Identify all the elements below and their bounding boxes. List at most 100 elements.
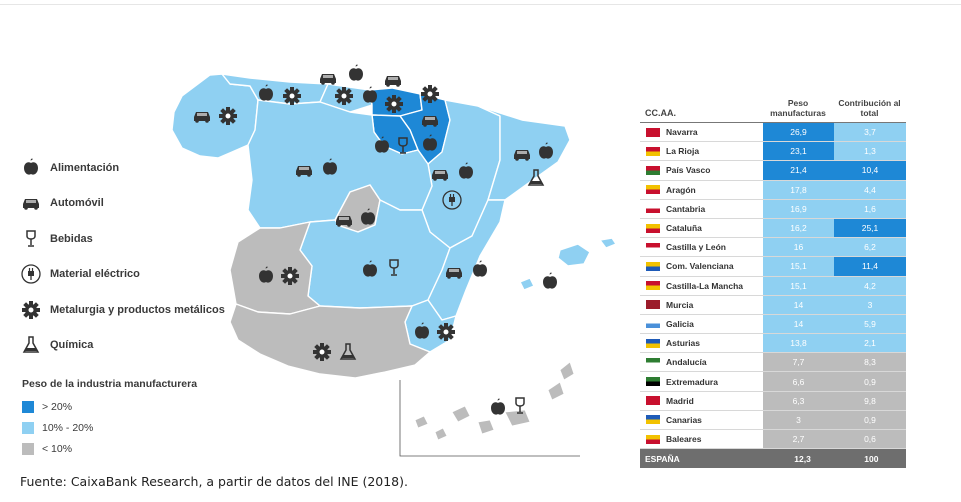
region-flag-icon bbox=[646, 223, 660, 233]
total-name: ESPAÑA bbox=[645, 453, 680, 464]
region-galicia bbox=[171, 73, 259, 159]
region-cell: Aragón bbox=[640, 185, 758, 195]
peso-value: 13,8 bbox=[763, 334, 834, 353]
peso-value: 2,7 bbox=[763, 430, 834, 449]
regions-table: CC.AA. Peso manufacturas Contribución al… bbox=[640, 91, 906, 469]
region-baleares-menorca bbox=[599, 237, 617, 249]
region-name: Madrid bbox=[666, 395, 694, 406]
region-cell: Madrid bbox=[640, 396, 758, 406]
region-flag-icon bbox=[646, 165, 660, 175]
region-name: Asturias bbox=[666, 338, 701, 349]
region-flag-icon bbox=[646, 377, 660, 387]
flask-icon bbox=[20, 334, 42, 356]
spain-map bbox=[171, 64, 617, 457]
scale-label: > 20% bbox=[42, 400, 73, 413]
region-cell: Com. Valenciana bbox=[640, 261, 758, 271]
apple-icon bbox=[20, 157, 42, 179]
contrib-value: 0,9 bbox=[834, 410, 906, 429]
legend-label: Alimentación bbox=[50, 161, 120, 174]
region-cell: Galicia bbox=[640, 319, 758, 329]
scale-title: Peso de la industria manufacturera bbox=[22, 378, 198, 390]
contrib-value: 5,9 bbox=[834, 314, 906, 334]
gear-icon bbox=[20, 299, 42, 321]
plug-icon bbox=[20, 263, 42, 285]
contrib-value: 10,4 bbox=[834, 161, 906, 180]
contrib-value: 4,2 bbox=[834, 276, 906, 295]
region-flag-icon bbox=[646, 300, 660, 310]
peso-value: 26,9 bbox=[763, 123, 834, 142]
table-row: Com. Valenciana 15,1 11,4 bbox=[640, 257, 906, 277]
legend-label: Metalurgia y productos metálicos bbox=[50, 303, 225, 316]
contrib-value: 8,3 bbox=[834, 353, 906, 372]
peso-value: 23,1 bbox=[763, 142, 834, 161]
region-cell: País Vasco bbox=[640, 165, 758, 175]
contrib-value: 3 bbox=[834, 295, 906, 314]
region-com-valenciana bbox=[427, 199, 506, 321]
table-row: Navarra 26,9 3,7 bbox=[640, 123, 906, 143]
contrib-value: 1,3 bbox=[834, 142, 906, 161]
total-contrib: 100 bbox=[864, 453, 879, 464]
region-flag-icon bbox=[646, 338, 660, 348]
contrib-value: 9,8 bbox=[834, 391, 906, 410]
region-cell: Castilla y León bbox=[640, 242, 758, 252]
contrib-value: 0,6 bbox=[834, 430, 906, 449]
region-cell: Canarias bbox=[640, 415, 758, 425]
table-row: Galicia 14 5,9 bbox=[640, 314, 906, 335]
region-baleares-ibiza bbox=[519, 277, 535, 291]
region-name: Andalucía bbox=[666, 357, 707, 368]
region-name: Com. Valenciana bbox=[666, 261, 734, 272]
table-row: Baleares 2,7 0,6 bbox=[640, 430, 906, 450]
scale-row-low: < 10% bbox=[22, 438, 197, 459]
peso-value: 21,4 bbox=[763, 161, 834, 180]
region-name: Cantabria bbox=[666, 203, 706, 214]
region-cell: Extremadura bbox=[640, 377, 758, 387]
region-cell: La Rioja bbox=[640, 146, 758, 156]
region-cell: Baleares bbox=[640, 434, 758, 444]
table-row: La Rioja 23,1 1,3 bbox=[640, 142, 906, 162]
region-name: Baleares bbox=[666, 434, 702, 445]
scale-label: < 10% bbox=[42, 442, 73, 455]
region-name: Cataluña bbox=[666, 223, 702, 234]
legend-item-bebidas: Bebidas bbox=[20, 221, 230, 257]
peso-value: 6,6 bbox=[763, 372, 834, 391]
table-row: Cataluña 16,2 25,1 bbox=[640, 218, 906, 239]
canarias-inset-border bbox=[399, 380, 580, 457]
region-flag-icon bbox=[646, 242, 660, 252]
region-canarias bbox=[414, 361, 575, 441]
source-note: Fuente: CaixaBank Research, a partir de … bbox=[20, 474, 408, 489]
region-name: La Rioja bbox=[666, 146, 700, 157]
region-name: Castilla y León bbox=[666, 242, 726, 253]
region-andalucia bbox=[229, 303, 431, 379]
region-cell: Murcia bbox=[640, 300, 758, 310]
table-row: Madrid 6,3 9,8 bbox=[640, 391, 906, 411]
contrib-value: 3,7 bbox=[834, 123, 906, 142]
region-flag-icon bbox=[646, 185, 660, 195]
peso-value: 14 bbox=[763, 295, 834, 314]
region-name: Castilla-La Mancha bbox=[666, 280, 743, 291]
contrib-value: 2,1 bbox=[834, 334, 906, 353]
region-flag-icon bbox=[646, 146, 660, 156]
region-name: País Vasco bbox=[666, 165, 711, 176]
table-body: Navarra 26,9 3,7 La Rioja 23,1 1,3 País Vasco 2… bbox=[640, 123, 906, 450]
swatch-high bbox=[22, 400, 34, 413]
legend-label: Química bbox=[50, 339, 94, 352]
table-row: Andalucía 7,7 8,3 bbox=[640, 353, 906, 373]
icon-legend: Alimentación Automóvil Bebidas Material … bbox=[20, 150, 230, 363]
region-baleares bbox=[557, 243, 591, 267]
region-name: Galicia bbox=[666, 318, 694, 329]
peso-value: 15,1 bbox=[763, 276, 834, 295]
contrib-value: 25,1 bbox=[834, 218, 906, 238]
top-divider bbox=[0, 0, 961, 5]
region-flag-icon bbox=[646, 319, 660, 329]
region-flag-icon bbox=[646, 415, 660, 425]
scale-row-mid: 10% - 20% bbox=[22, 417, 197, 438]
region-cell: Castilla-La Mancha bbox=[640, 281, 758, 291]
region-cell: Cantabria bbox=[640, 204, 758, 214]
contrib-value: 6,2 bbox=[834, 238, 906, 257]
region-flag-icon bbox=[646, 396, 660, 406]
contrib-value: 11,4 bbox=[834, 257, 906, 276]
contrib-value: 1,6 bbox=[834, 199, 906, 218]
region-cell: Navarra bbox=[640, 127, 758, 137]
region-cell: Asturias bbox=[640, 338, 758, 348]
col-header-ccaa: CC.AA. bbox=[645, 108, 676, 118]
